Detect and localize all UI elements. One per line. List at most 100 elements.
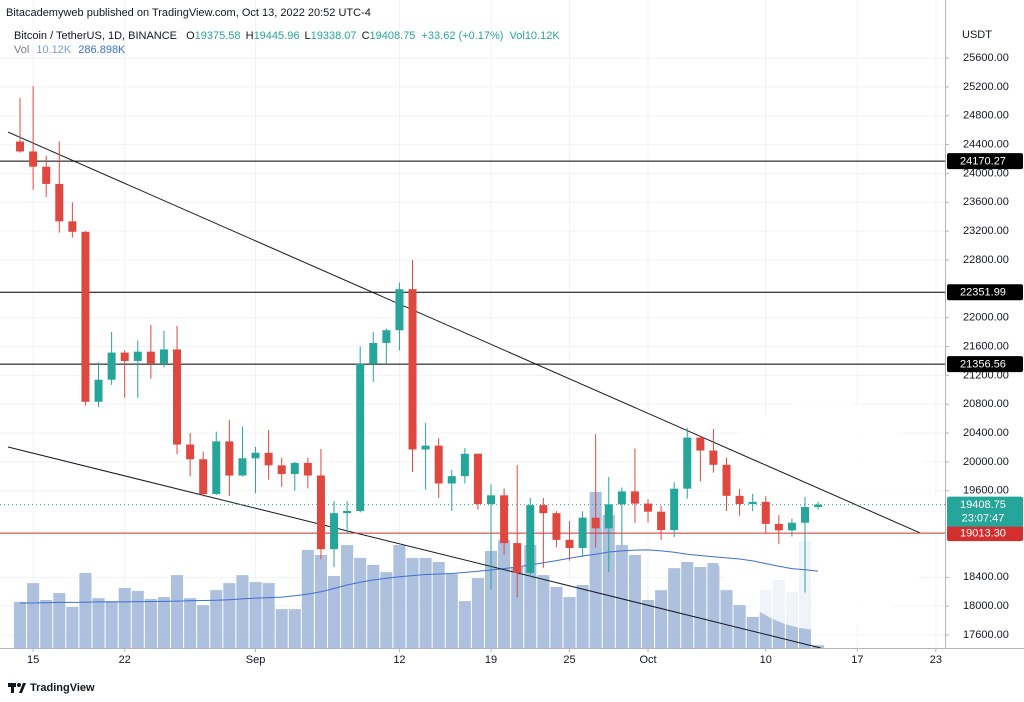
candle-body	[343, 510, 352, 514]
countdown-label: 23:07:47	[962, 512, 1005, 524]
y-tick-label: 20000.00	[963, 456, 1009, 468]
x-tick-label: Sep	[246, 654, 266, 666]
candle-body	[316, 475, 325, 550]
volume-bar	[720, 590, 733, 648]
candle-body	[565, 539, 574, 548]
volume-bar	[668, 568, 681, 648]
candle-body	[761, 501, 770, 524]
y-tick-label: 24000.00	[963, 167, 1009, 179]
candle-body	[68, 221, 77, 232]
volume-bar	[380, 572, 393, 648]
axis-layer: 25600.00 25200.00 24800.00 24400.00 24000.00…	[27, 52, 1023, 666]
trend-line	[7, 446, 821, 649]
price-line-label: 22351.99	[960, 287, 1006, 299]
footer-logo: TradingView	[8, 682, 95, 694]
volume-bar	[92, 598, 105, 648]
candle-body	[434, 445, 443, 484]
volume-bar	[118, 587, 131, 648]
volume-bar	[184, 598, 197, 648]
x-tick-label: 12	[393, 654, 405, 666]
volume-bar	[537, 575, 550, 648]
candle-body	[670, 488, 679, 531]
volume-bar	[419, 557, 432, 648]
volume-bar	[432, 561, 445, 648]
legend-vol-ma: 286.898K	[78, 44, 126, 56]
volume-bar	[262, 583, 275, 648]
volume-bar	[157, 597, 170, 648]
legend-symbol: Bitcoin / TetherUS, 1D, BINANCE	[14, 30, 177, 42]
volume-bar	[694, 567, 707, 648]
candle-body	[408, 289, 417, 450]
candle-body	[487, 495, 496, 505]
candle-body	[133, 351, 142, 361]
x-tick-label: 22	[119, 654, 131, 666]
volume-bar	[367, 564, 380, 648]
candle-body	[814, 504, 823, 507]
candle-body	[29, 151, 38, 167]
candle-body	[199, 459, 208, 495]
y-tick-label: 23200.00	[963, 225, 1009, 237]
y-tick-label: 25200.00	[963, 81, 1009, 93]
legend-ohlc: Bitcoin / TetherUS, 1D, BINANCE O19375.5…	[14, 30, 560, 42]
y-tick-label: 22000.00	[963, 312, 1009, 324]
candle-body	[159, 349, 168, 364]
price-line-label-box	[947, 525, 1023, 542]
y-tick-label: 21200.00	[963, 369, 1009, 381]
price-line-label-box	[947, 284, 1023, 301]
candle-body	[356, 363, 365, 511]
lines-layer	[0, 131, 945, 649]
candle-body	[42, 166, 51, 184]
volume-bar	[445, 574, 458, 648]
unit-label: USDT	[962, 29, 992, 41]
volume-bar	[327, 575, 341, 648]
volume-bar	[105, 601, 118, 648]
candle-body	[683, 437, 692, 489]
y-tick-label: 21600.00	[963, 340, 1009, 352]
candle-body	[460, 453, 469, 477]
chart-title: Bitacademyweb published on TradingView.c…	[6, 7, 371, 19]
volume-bar	[655, 590, 668, 648]
volume-bar	[498, 539, 511, 648]
candle-body	[604, 504, 613, 529]
candle-body	[264, 452, 273, 466]
logo-part	[11, 683, 14, 693]
legend-volume: Vol 10.12K 286.898K	[14, 44, 126, 56]
candle-body	[735, 495, 744, 504]
legend-prefix: L	[305, 30, 311, 42]
candle-body	[709, 450, 718, 465]
y-tick-label: 23600.00	[963, 196, 1009, 208]
volume-bar	[144, 598, 157, 648]
volume-bar	[615, 545, 628, 648]
candle-body	[526, 505, 535, 573]
candle-body	[303, 462, 312, 476]
candle-body	[578, 517, 587, 548]
legend-low: 19338.07	[311, 30, 357, 42]
volume-bar	[641, 600, 655, 648]
legend-prefix: O	[186, 30, 195, 42]
volume-bar	[236, 575, 249, 648]
candle-body	[120, 352, 129, 361]
candle-body	[225, 441, 234, 476]
volume-bar	[563, 597, 576, 648]
candle-body	[290, 462, 299, 475]
legend-prefix: C	[362, 30, 370, 42]
volume-bar	[406, 557, 419, 648]
volume-bar	[275, 609, 288, 648]
current-price-box	[947, 496, 1023, 527]
volume-bar	[812, 645, 825, 648]
candle-body	[617, 491, 626, 505]
volume-bar	[393, 545, 406, 648]
volume-bar	[484, 550, 498, 648]
current-price-label: 19408.75	[960, 499, 1006, 511]
candle-body	[238, 458, 247, 476]
candle-body	[146, 351, 155, 364]
volume-bar	[707, 563, 720, 648]
candle-body	[212, 441, 221, 495]
volume-bar	[589, 491, 602, 648]
volume-bar	[288, 609, 301, 648]
volume-bar	[131, 590, 144, 648]
x-tick-label: 19	[485, 654, 497, 666]
volume-bar	[511, 567, 524, 648]
price-line-label: 21356.56	[960, 359, 1006, 371]
candle-body	[630, 491, 639, 504]
